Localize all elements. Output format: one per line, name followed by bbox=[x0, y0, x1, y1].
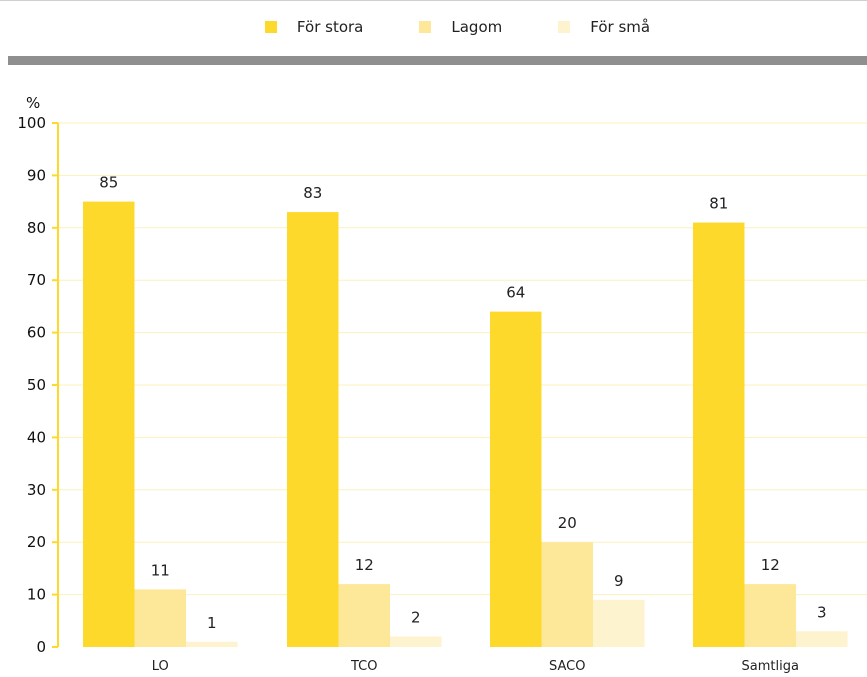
legend-label-series-2: Lagom bbox=[451, 18, 503, 36]
bar-saco-series-1 bbox=[490, 311, 542, 647]
y-axis-unit-label: % bbox=[26, 94, 40, 112]
bar-saco-series-3 bbox=[593, 599, 645, 647]
bars bbox=[83, 201, 848, 647]
legend-item-series-2: Lagom bbox=[419, 18, 502, 36]
bar-tco-series-3 bbox=[390, 636, 442, 647]
value-label-saco-series-1: 64 bbox=[506, 284, 525, 302]
bar-saco-series-2 bbox=[541, 542, 593, 647]
value-label-tco-series-2: 12 bbox=[355, 556, 374, 574]
value-label-lo-series-3: 1 bbox=[207, 614, 217, 632]
value-label-tco-series-1: 83 bbox=[303, 184, 322, 202]
bar-lo-series-2 bbox=[134, 589, 186, 647]
y-tick-label-40: 40 bbox=[27, 428, 46, 446]
bar-lo-series-3 bbox=[186, 641, 238, 647]
value-label-samtliga-series-2: 12 bbox=[761, 556, 780, 574]
value-label-saco-series-3: 9 bbox=[614, 572, 624, 590]
category-label-lo: LO bbox=[152, 659, 169, 674]
y-tick-label-20: 20 bbox=[27, 533, 46, 551]
value-label-samtliga-series-3: 3 bbox=[817, 603, 827, 621]
legend-swatch-series-2 bbox=[419, 21, 432, 33]
bar-samtliga-series-2 bbox=[744, 584, 796, 647]
bar-tco-series-1 bbox=[287, 212, 339, 647]
legend-label-series-3: För små bbox=[590, 18, 651, 36]
grid-lines bbox=[58, 122, 867, 596]
value-label-lo-series-2: 11 bbox=[151, 561, 170, 579]
category-label-samtliga: Samtliga bbox=[742, 659, 799, 674]
legend-item-series-3: För små bbox=[558, 18, 650, 36]
bar-samtliga-series-3 bbox=[796, 631, 848, 647]
bar-lo-series-1 bbox=[83, 201, 135, 647]
y-tick-label-90: 90 bbox=[27, 166, 46, 184]
y-axis bbox=[52, 122, 59, 648]
legend-item-series-1: För stora bbox=[264, 18, 364, 36]
y-tick-label-10: 10 bbox=[27, 586, 46, 604]
y-tick-label-60: 60 bbox=[27, 324, 46, 342]
legend: För stora Lagom För små bbox=[0, 0, 867, 54]
y-tick-label-0: 0 bbox=[36, 638, 46, 656]
category-label-tco: TCO bbox=[350, 659, 378, 674]
legend-swatch-series-3 bbox=[558, 21, 571, 33]
y-tick-label-80: 80 bbox=[27, 219, 46, 237]
y-tick-label-50: 50 bbox=[27, 376, 46, 394]
y-tick-label-70: 70 bbox=[27, 271, 46, 289]
value-label-tco-series-3: 2 bbox=[411, 609, 421, 627]
top-rule bbox=[0, 0, 867, 1]
header-divider-bar bbox=[8, 56, 867, 65]
value-label-lo-series-1: 85 bbox=[99, 174, 118, 192]
labels: 010203040506070809010085111LO83122TCO642… bbox=[17, 114, 826, 674]
y-tick-label-100: 100 bbox=[17, 114, 46, 132]
bar-samtliga-series-1 bbox=[693, 222, 745, 647]
legend-label-series-1: För stora bbox=[296, 18, 364, 36]
category-label-saco: SACO bbox=[549, 659, 585, 674]
y-tick-label-30: 30 bbox=[27, 481, 46, 499]
legend-swatch-series-1 bbox=[264, 21, 277, 33]
value-label-saco-series-2: 20 bbox=[558, 514, 577, 532]
bar-tco-series-2 bbox=[338, 584, 390, 647]
value-label-samtliga-series-1: 81 bbox=[709, 195, 728, 213]
